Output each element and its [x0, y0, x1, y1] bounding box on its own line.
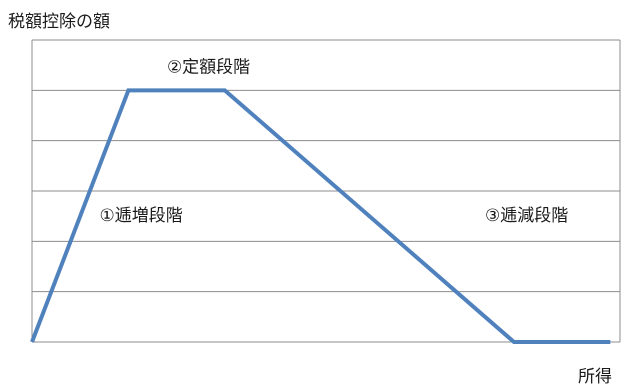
annotation-label: ③逓減段階 — [485, 206, 568, 226]
x-axis-label: 所得 — [578, 367, 612, 387]
annotation-label: ②定額段階 — [167, 58, 250, 78]
annotation-label: ①逓増段階 — [99, 206, 182, 226]
y-axis-label: 税額控除の額 — [8, 12, 110, 32]
series — [30, 88, 611, 344]
grid — [31, 39, 621, 343]
annotations: ①逓増段階 ②定額段階 ③逓減段階 — [99, 58, 568, 226]
series-line — [30, 88, 611, 344]
